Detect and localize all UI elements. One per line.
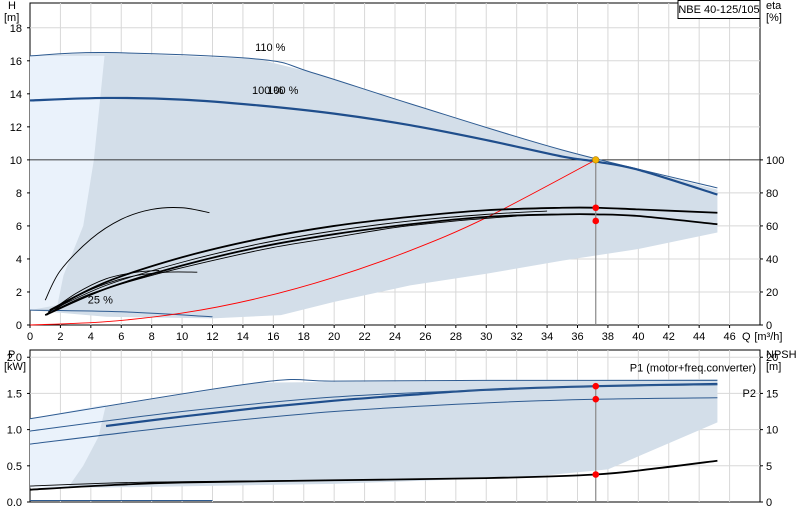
y-right-axis-unit: [%]	[766, 12, 782, 24]
x-tick-label: 38	[602, 331, 614, 343]
series-p1-100-b	[29, 384, 718, 432]
series-110-	[29, 51, 718, 189]
y-left-tick-label: 2.0	[7, 352, 22, 364]
y-left-tick-label: 0.0	[7, 497, 22, 509]
y-right-tick-label: 0	[766, 497, 772, 509]
product-label-box	[677, 0, 761, 19]
duty-point	[592, 382, 600, 390]
y-left-tick-label: 12	[10, 122, 22, 134]
y-right-tick-label: 20	[766, 287, 778, 299]
x-tick-label: 36	[571, 331, 583, 343]
series-npsh	[29, 459, 718, 491]
series-eta-100-b	[49, 206, 718, 311]
x-tick-label: 20	[328, 331, 340, 343]
duty-point	[592, 395, 600, 403]
series-npsh-b	[29, 479, 335, 487]
x-tick-label: 44	[693, 331, 705, 343]
y-right-axis-label: NPSH	[766, 349, 797, 361]
y-right-tick-label: 80	[766, 188, 778, 200]
series-eta-25	[44, 207, 210, 301]
curve-label: P2	[743, 388, 756, 400]
y-right-tick-label: 10	[766, 425, 778, 437]
curve-label: 25 %	[88, 295, 113, 307]
y-left-tick-label: 18	[10, 23, 22, 35]
series-eta-40	[44, 270, 160, 316]
series-eta-90	[48, 210, 548, 313]
curve-label: 100 %	[267, 85, 298, 97]
y-left-tick-label: 10	[10, 155, 22, 167]
x-tick-label: 40	[632, 331, 644, 343]
y-right-tick-label: 20	[766, 352, 778, 364]
y-left-tick-label: 6	[16, 221, 22, 233]
bottom-panel: 0.0 0.5 1.0 1.5 2.0 0 5 10 15 20 P[kW] NPSH[m] P1 (m…	[4, 349, 797, 509]
curve-label: 110 %	[255, 42, 286, 54]
series-100-	[29, 96, 718, 196]
x-tick-label: 26	[419, 331, 431, 343]
y-left-axis-unit: [kW]	[4, 361, 26, 373]
x-tick-label: 10	[176, 331, 188, 343]
x-tick-label: 28	[450, 331, 462, 343]
series-p2	[29, 397, 718, 445]
y-left-tick-label: 4	[16, 254, 22, 266]
y-right-tick-label: 40	[766, 254, 778, 266]
duty-point	[592, 471, 600, 478]
y-left-tick-label: 16	[10, 56, 22, 68]
y-left-tick-label: 1.5	[7, 388, 22, 400]
product-label: NBE 40-125/105	[678, 4, 759, 16]
x-tick-label: 4	[88, 331, 94, 343]
y-left-axis-label: H	[8, 0, 16, 12]
operating-envelope	[30, 378, 718, 488]
y-right-tick-label: 5	[766, 461, 772, 473]
x-tick-label: 16	[267, 331, 279, 343]
y-left-tick-label: 1.0	[7, 425, 22, 437]
y-left-tick-label: 2	[16, 287, 22, 299]
y-right-tick-label: 15	[766, 388, 778, 400]
duty-point	[592, 204, 600, 212]
y-left-tick-label: 0	[16, 320, 22, 332]
x-tick-label: 32	[511, 331, 523, 343]
x-axis-unit: [m³/h]	[754, 331, 782, 343]
low-flow-region	[30, 404, 107, 488]
x-tick-label: 2	[57, 331, 63, 343]
x-tick-label: 30	[480, 331, 492, 343]
y-right-tick-label: 60	[766, 221, 778, 233]
y-right-axis-unit: [m]	[766, 361, 781, 373]
x-tick-label: 14	[237, 331, 249, 343]
series-eta-50	[46, 271, 198, 316]
x-tick-label: 22	[358, 331, 370, 343]
y-right-axis-label: eta	[766, 0, 782, 12]
x-tick-label: 34	[541, 331, 553, 343]
curve-label: P1 (motor+freq.converter)	[630, 363, 756, 375]
y-left-tick-label: 0.5	[7, 461, 22, 473]
x-tick-label: 42	[663, 331, 675, 343]
y-left-axis-unit: [m]	[4, 12, 19, 24]
duty-point	[592, 156, 600, 164]
series-p1-110	[29, 378, 718, 420]
x-tick-label: 6	[118, 331, 124, 343]
y-left-tick-label: 14	[10, 89, 22, 101]
y-right-tick-label: 0	[766, 320, 772, 332]
y-left-tick-label: 8	[16, 188, 22, 200]
low-flow-region	[30, 55, 105, 311]
top-panel: 0 2 4 6 8 10 12 14 16 18 0 20 40 60 80 100 H[m] eta[%] 110…	[4, 0, 784, 332]
x-tick-label: 0	[27, 331, 33, 343]
y-right-tick-label: 100	[766, 155, 784, 167]
x-tick-label: 12	[206, 331, 218, 343]
x-tick-label: 8	[149, 331, 155, 343]
series-eta-80	[48, 215, 517, 314]
x-tick-label: 24	[389, 331, 401, 343]
x-axis-label: Q	[742, 331, 751, 343]
x-tick-label: 46	[723, 331, 735, 343]
curve-label: 100 %	[252, 85, 283, 97]
duty-point	[592, 217, 600, 225]
x-tick-label: 18	[298, 331, 310, 343]
y-left-axis-label: P	[8, 349, 15, 361]
